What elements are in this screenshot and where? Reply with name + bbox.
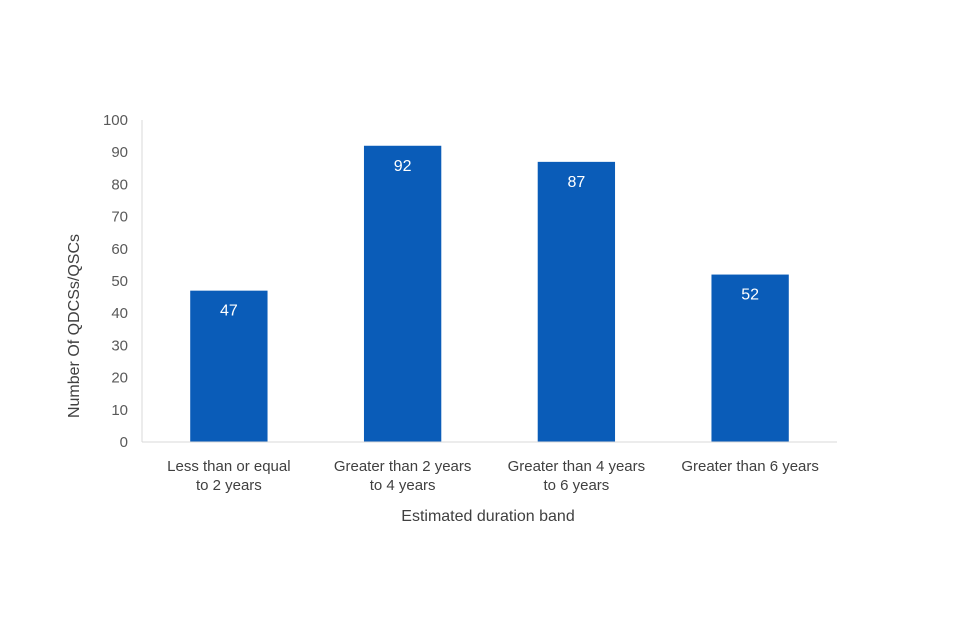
- y-tick-label: 90: [111, 144, 128, 161]
- bar: [537, 161, 616, 443]
- bar-data-label: 87: [567, 174, 585, 191]
- bar-data-label: 52: [741, 287, 759, 304]
- bar-data-label: 92: [394, 158, 412, 175]
- axes: [141, 120, 837, 443]
- bars: [190, 145, 789, 443]
- y-tick-label: 100: [103, 112, 128, 129]
- x-axis-title: Estimated duration band: [401, 508, 574, 525]
- y-tick-label: 20: [111, 370, 128, 387]
- x-category-label: Greater than 4 years to 6 years: [508, 458, 646, 494]
- y-tick-label: 10: [111, 402, 128, 419]
- y-tick-label: 0: [120, 434, 128, 451]
- y-tick-label: 50: [111, 273, 128, 290]
- y-tick-label: 70: [111, 209, 128, 226]
- x-category-label: Greater than 2 years to 4 years: [334, 458, 472, 494]
- x-category-label: Less than or equal to 2 years: [167, 458, 290, 494]
- bar: [190, 290, 268, 442]
- x-axis-categories: Less than or equal to 2 years Greater than…: [167, 458, 819, 494]
- y-tick-label: 30: [111, 337, 128, 354]
- x-category-label: Greater than 6 years: [681, 458, 819, 475]
- bar: [363, 145, 442, 442]
- y-axis-title: Number Of QDCSs/QSCs: [66, 234, 83, 418]
- y-axis-ticks: 0 10 20 30 40 50 60 70 80 90 100: [103, 112, 128, 451]
- y-tick-label: 80: [111, 176, 128, 193]
- y-tick-label: 60: [111, 241, 128, 258]
- y-tick-label: 40: [111, 305, 128, 322]
- bar: [711, 274, 789, 442]
- bar-data-label: 47: [220, 303, 238, 320]
- data-labels: 47 92 87 52: [220, 158, 759, 320]
